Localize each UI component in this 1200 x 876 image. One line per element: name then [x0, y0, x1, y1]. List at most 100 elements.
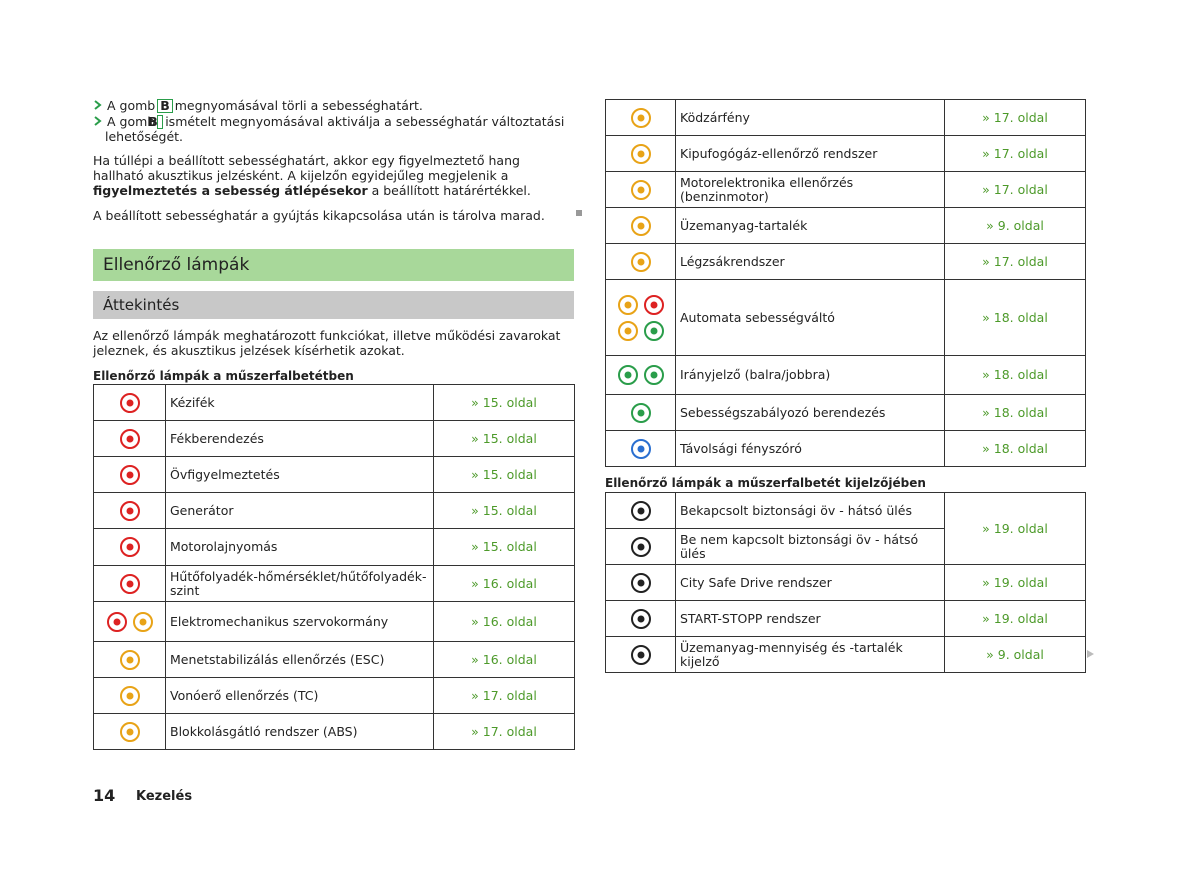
label-cell: Irányjelző (balra/jobbra): [675, 355, 945, 395]
lamp-icon: [106, 611, 127, 632]
lamp-icon: [643, 320, 664, 341]
section-title: Ellenőrző lámpák: [93, 249, 574, 281]
reference-cell: » 18. oldal: [944, 279, 1086, 356]
lamp-icon: [630, 402, 651, 423]
label-cell: Generátor: [165, 492, 434, 529]
lamp-icon: [630, 438, 651, 459]
label-cell: Menetstabilizálás ellenőrzés (ESC): [165, 641, 434, 678]
page-number: 14: [93, 786, 116, 805]
table-row: Fékberendezés» 15. oldal: [93, 420, 575, 457]
lamp-icon: [630, 608, 651, 629]
lamp-icon: [617, 294, 638, 315]
label-cell: Vonóerő ellenőrzés (TC): [165, 677, 434, 714]
label-cell: Fékberendezés: [165, 420, 434, 457]
reference-cell: » 18. oldal: [944, 430, 1086, 467]
icon-cell: [605, 135, 676, 172]
table-row: Távolsági fényszóró» 18. oldal: [605, 430, 1086, 467]
chevron: [94, 116, 102, 126]
label-cell: Üzemanyag-tartalék: [675, 207, 945, 244]
icon-cell: [93, 456, 166, 493]
icon-cell: [605, 528, 676, 565]
icon-cell: [93, 420, 166, 457]
key: B: [148, 115, 164, 129]
icon-cell: [93, 601, 166, 642]
icon-cell: [93, 492, 166, 529]
table-row: Motorelektronika ellenőrzés (benzinmotor…: [605, 171, 1086, 208]
paragraph: A beállított sebességhatár a gyújtás kik…: [93, 208, 545, 223]
icon-cell: [605, 394, 676, 431]
footer-section: Kezelés: [136, 789, 193, 804]
reference-cell: » 16. oldal: [433, 565, 575, 602]
lamp-icon: [630, 179, 651, 200]
table-row: Üzemanyag-tartalék» 9. oldal: [605, 207, 1086, 244]
label-cell: Kipufogógáz-ellenőrző rendszer: [675, 135, 945, 172]
table-row: Generátor» 15. oldal: [93, 492, 575, 529]
icon-cell: [93, 384, 166, 421]
icon-cell: [605, 207, 676, 244]
lamp-icon: [643, 294, 664, 315]
icon-cell: [93, 528, 166, 566]
label-cell: Automata sebességváltó: [675, 279, 945, 356]
icon-cell: [605, 564, 676, 601]
table-row: Légzsákrendszer» 17. oldal: [605, 243, 1086, 280]
table-row: Hűtőfolyadék-hőmérséklet/hűtőfolyadék-sz…: [93, 565, 575, 602]
table-caption: Ellenőrző lámpák a műszerfalbetét kijelz…: [605, 476, 926, 490]
label-cell: Kézifék: [165, 384, 434, 421]
reference-cell: » 19. oldal: [944, 492, 1086, 565]
reference-cell: » 19. oldal: [944, 600, 1086, 637]
reference-cell: » 17. oldal: [944, 135, 1086, 172]
icon-cell: [605, 600, 676, 637]
reference-cell: » 15. oldal: [433, 420, 575, 457]
table-row: Kipufogógáz-ellenőrző rendszer» 17. olda…: [605, 135, 1086, 172]
label-cell: Ködzárfény: [675, 99, 945, 136]
table-row: Bekapcsolt biztonsági öv - hátsó ülés» 1…: [605, 492, 1086, 565]
lamp-icon: [630, 536, 651, 557]
reference-cell: » 17. oldal: [944, 99, 1086, 136]
icon-cell: [605, 636, 676, 673]
label-cell: Be nem kapcsolt biztonsági öv - hátsó ül…: [675, 528, 945, 565]
reference-cell: » 17. oldal: [433, 713, 575, 750]
text: Ha túllépi a beállított sebességhatárt, …: [93, 153, 520, 183]
reference-cell: » 17. oldal: [433, 677, 575, 714]
lamp-icon: [119, 428, 140, 449]
reference-cell: » 16. oldal: [433, 601, 575, 642]
reference-cell: » 15. oldal: [433, 492, 575, 529]
subsection-title: Áttekintés: [93, 291, 574, 319]
reference-cell: » 17. oldal: [944, 171, 1086, 208]
table-row: Sebességszabályozó berendezés» 18. oldal: [605, 394, 1086, 431]
key: B: [157, 99, 173, 113]
label-cell: City Safe Drive rendszer: [675, 564, 945, 601]
table: Bekapcsolt biztonsági öv - hátsó ülés» 1…: [605, 492, 1086, 673]
icon-cell: [605, 99, 676, 136]
icon-cell: [605, 243, 676, 280]
paragraph: Ha túllépi a beállított sebességhatárt, …: [93, 153, 573, 198]
label-cell: Motorolajnyomás: [165, 528, 434, 566]
icon-cell: [605, 355, 676, 395]
lamp-icon: [119, 573, 140, 594]
lamp-icon: [617, 320, 638, 341]
icon-cell: [605, 171, 676, 208]
icon-cell: [93, 677, 166, 714]
lamp-icon: [119, 537, 140, 557]
label-cell: Elektromechanikus szervokormány: [165, 601, 434, 642]
lamp-icon: [630, 215, 651, 236]
table-row: Vonóerő ellenőrzés (TC)» 17. oldal: [93, 677, 575, 714]
table-row: Kézifék» 15. oldal: [93, 384, 575, 421]
lamp-icon: [119, 649, 140, 670]
reference-cell: » 16. oldal: [433, 641, 575, 678]
table-row: Motorolajnyomás» 15. oldal: [93, 528, 575, 566]
bold-text: figyelmeztetés a sebesség átlépésekor: [93, 183, 368, 198]
text: a beállított határértékkel.: [367, 183, 531, 198]
table-row: START-STOPP rendszer» 19. oldal: [605, 600, 1086, 637]
text: megnyomásával törli a sebességhatárt.: [174, 98, 423, 113]
text: A gomb: [106, 114, 156, 129]
table-row: Blokkolásgátló rendszer (ABS)» 17. oldal: [93, 713, 575, 750]
table-row: Övfigyelmeztetés» 15. oldal: [93, 456, 575, 493]
table-row: Irányjelző (balra/jobbra)» 18. oldal: [605, 355, 1086, 395]
reference-cell: » 18. oldal: [944, 355, 1086, 395]
lamp-icon: [630, 572, 651, 593]
icon-cell: [605, 430, 676, 467]
label-cell: Hűtőfolyadék-hőmérséklet/hűtőfolyadék-sz…: [165, 565, 434, 602]
